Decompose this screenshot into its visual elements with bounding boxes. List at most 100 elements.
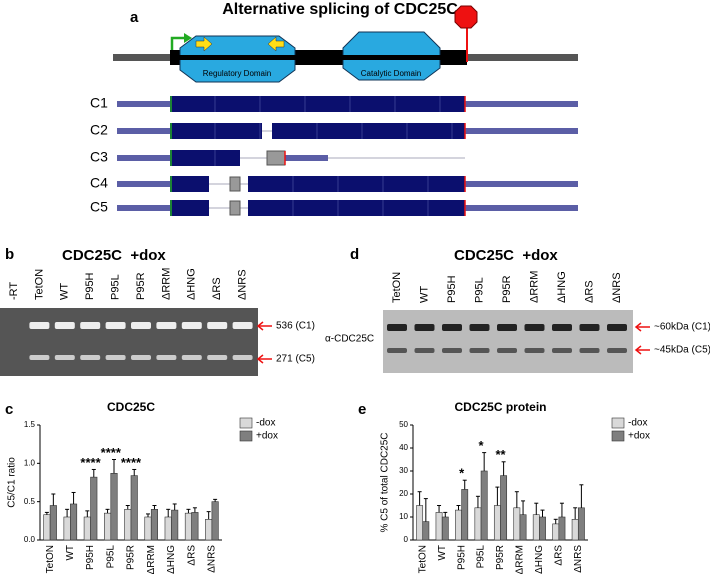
exon xyxy=(170,200,209,216)
arrow xyxy=(256,321,264,331)
x-tick-label: TetON xyxy=(45,545,56,573)
tss-arrow xyxy=(184,33,192,43)
arrow xyxy=(634,322,642,332)
x-tick-label: ΔNRS xyxy=(573,545,584,573)
lane-label: ΔHNG xyxy=(186,268,198,300)
bar xyxy=(532,514,540,541)
band xyxy=(232,322,253,329)
lane-label: P95R xyxy=(135,272,147,300)
lane-label: ΔHNG xyxy=(556,271,568,303)
band xyxy=(469,324,490,331)
domain-label: Catalytic Domain xyxy=(361,69,421,78)
y-tick-label: 0.5 xyxy=(24,497,36,506)
band xyxy=(29,322,50,329)
panel-label: d xyxy=(350,246,359,263)
legend-label: -dox xyxy=(628,418,647,429)
bar xyxy=(513,507,521,541)
band xyxy=(497,348,517,353)
bar xyxy=(474,507,482,541)
y-tick-label: 1.0 xyxy=(24,458,36,467)
x-tick-label: ΔHNG xyxy=(534,545,545,574)
stop-sign xyxy=(454,5,478,29)
x-tick-label: ΔRS xyxy=(186,545,197,566)
band xyxy=(207,355,228,360)
bar xyxy=(205,518,213,541)
band xyxy=(29,355,50,360)
legend-swatch xyxy=(611,417,625,429)
arrow xyxy=(256,354,264,364)
isoform-label: C2 xyxy=(90,122,108,138)
band xyxy=(607,348,627,353)
exon xyxy=(229,176,241,192)
isoform-label: C1 xyxy=(90,95,108,111)
utr xyxy=(117,155,170,161)
primer xyxy=(195,36,213,52)
band xyxy=(54,322,75,329)
significance: **** xyxy=(121,455,142,470)
band xyxy=(579,348,600,353)
lane-label: P95L xyxy=(473,277,485,303)
x-tick-label: ΔNRS xyxy=(207,545,218,573)
lane-label: ΔRRM xyxy=(528,271,540,303)
x-tick-label: ΔRRM xyxy=(515,545,526,574)
x-tick-label: P95R xyxy=(495,545,506,570)
bar xyxy=(43,514,51,541)
utr xyxy=(285,155,328,161)
bar xyxy=(558,516,566,541)
band xyxy=(387,324,407,331)
x-tick-label: ΔRRM xyxy=(146,545,157,574)
bar xyxy=(49,505,57,541)
x-tick-label: ΔRS xyxy=(553,545,564,566)
y-tick-label: 10 xyxy=(399,512,408,521)
band xyxy=(131,322,151,329)
lane-label: ΔRS xyxy=(211,277,223,300)
lane-label: ΔNRS xyxy=(611,272,623,303)
utr xyxy=(465,205,578,211)
x-tick-label: P95L xyxy=(105,545,116,569)
bar xyxy=(191,512,199,541)
tss-arrow xyxy=(170,36,184,50)
legend-swatch xyxy=(239,430,253,442)
x-tick-label: P95H xyxy=(456,545,467,570)
y-tick-label: 40 xyxy=(399,443,408,452)
lane-label: WT xyxy=(418,286,430,303)
x-tick-label: WT xyxy=(437,545,448,561)
lane-label: TetON xyxy=(391,272,403,303)
exon xyxy=(229,200,241,216)
band xyxy=(156,322,177,329)
utr xyxy=(117,205,170,211)
significance: ** xyxy=(495,447,506,462)
band xyxy=(207,322,228,329)
bar xyxy=(480,470,488,541)
panel-label: c xyxy=(5,401,13,418)
legend-label: +dox xyxy=(256,431,278,442)
bar xyxy=(164,516,172,541)
blot xyxy=(383,310,633,373)
band xyxy=(181,355,202,360)
bar xyxy=(63,516,71,541)
bar xyxy=(461,489,469,541)
bar xyxy=(577,507,585,541)
heading: CDC25C +dox xyxy=(454,247,558,264)
legend-label: +dox xyxy=(628,431,650,442)
legend-label: -dox xyxy=(256,418,275,429)
band xyxy=(524,348,545,353)
isoform-label: C3 xyxy=(90,149,108,165)
x-tick-label: P95L xyxy=(476,545,487,569)
bar xyxy=(130,475,138,541)
title: Alternative splicing of CDC25C xyxy=(222,1,458,18)
band xyxy=(442,324,462,331)
bar xyxy=(83,516,91,541)
band xyxy=(414,348,435,353)
bar xyxy=(435,512,443,541)
band xyxy=(232,355,253,360)
band xyxy=(80,322,101,329)
panel-label: a xyxy=(130,9,139,26)
bar xyxy=(171,509,179,541)
bar xyxy=(519,514,527,541)
domain-label: Regulatory Domain xyxy=(203,69,271,78)
lane-label: WT xyxy=(59,283,71,300)
y-tick-label: 30 xyxy=(399,466,408,475)
significance: **** xyxy=(101,445,122,460)
band xyxy=(387,348,407,353)
